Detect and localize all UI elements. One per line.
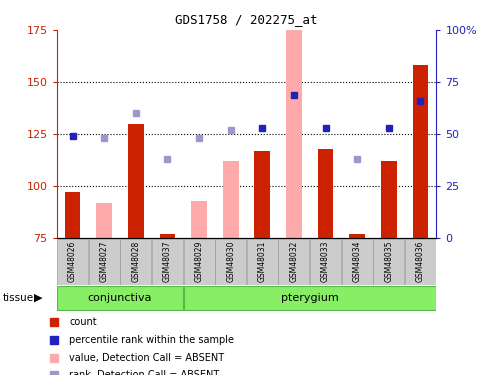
Bar xyxy=(381,161,397,238)
Text: GSM48034: GSM48034 xyxy=(352,241,362,282)
Text: GSM48036: GSM48036 xyxy=(416,241,425,282)
Bar xyxy=(160,234,176,238)
FancyBboxPatch shape xyxy=(89,238,120,285)
FancyBboxPatch shape xyxy=(215,238,246,285)
Text: GDS1758 / 202275_at: GDS1758 / 202275_at xyxy=(175,13,318,26)
Text: percentile rank within the sample: percentile rank within the sample xyxy=(69,334,234,345)
FancyBboxPatch shape xyxy=(57,238,88,285)
Bar xyxy=(286,30,302,238)
Bar xyxy=(65,192,80,238)
Text: tissue: tissue xyxy=(2,293,34,303)
Text: GSM48035: GSM48035 xyxy=(385,241,393,282)
Bar xyxy=(254,151,270,238)
FancyBboxPatch shape xyxy=(342,238,373,285)
FancyBboxPatch shape xyxy=(183,286,436,310)
Text: count: count xyxy=(69,316,97,327)
FancyBboxPatch shape xyxy=(120,238,151,285)
Text: GSM48031: GSM48031 xyxy=(258,241,267,282)
Text: GSM48029: GSM48029 xyxy=(195,241,204,282)
Text: GSM48033: GSM48033 xyxy=(321,241,330,282)
Text: GSM48028: GSM48028 xyxy=(131,241,141,282)
FancyBboxPatch shape xyxy=(405,238,436,285)
Bar xyxy=(96,203,112,238)
Text: GSM48026: GSM48026 xyxy=(68,241,77,282)
FancyBboxPatch shape xyxy=(57,286,183,310)
FancyBboxPatch shape xyxy=(279,238,310,285)
Text: GSM48032: GSM48032 xyxy=(289,241,298,282)
Text: GSM48027: GSM48027 xyxy=(100,241,108,282)
FancyBboxPatch shape xyxy=(373,238,404,285)
Bar xyxy=(128,124,143,238)
Bar xyxy=(223,161,239,238)
Bar xyxy=(350,234,365,238)
FancyBboxPatch shape xyxy=(183,238,214,285)
Text: GSM48037: GSM48037 xyxy=(163,241,172,282)
Bar xyxy=(128,124,143,238)
FancyBboxPatch shape xyxy=(247,238,278,285)
FancyBboxPatch shape xyxy=(310,238,341,285)
FancyBboxPatch shape xyxy=(152,238,183,285)
Bar xyxy=(191,201,207,238)
Text: rank, Detection Call = ABSENT: rank, Detection Call = ABSENT xyxy=(69,370,219,375)
Text: conjunctiva: conjunctiva xyxy=(88,293,152,303)
Text: GSM48030: GSM48030 xyxy=(226,241,235,282)
Bar xyxy=(413,65,428,238)
Bar xyxy=(317,148,333,238)
Text: value, Detection Call = ABSENT: value, Detection Call = ABSENT xyxy=(69,352,224,363)
Text: pterygium: pterygium xyxy=(281,293,339,303)
Text: ▶: ▶ xyxy=(34,293,42,303)
